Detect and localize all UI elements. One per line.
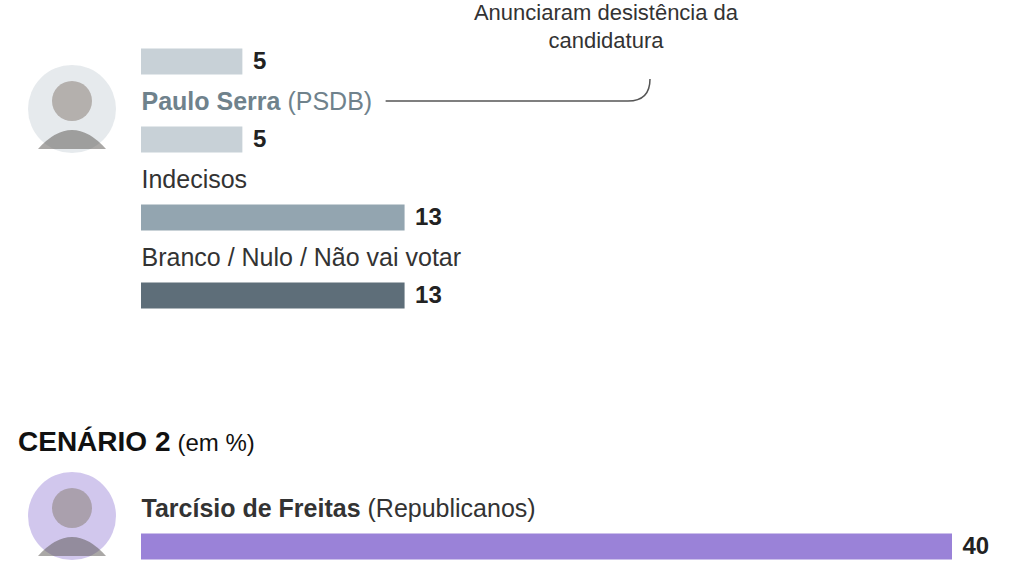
svg-text:(Republicanos): (Republicanos) [368,494,536,522]
html-text:CENÁRIO 2 (em %): CENÁRIO 2 (em %) [18,426,255,457]
svg-text:Branco / Nulo / Não vai votar: Branco / Nulo / Não vai votar [142,243,462,271]
svg-text:40: 40 [963,532,990,559]
svg-text:Tarcísio de Freitas: Tarcísio de Freitas [142,494,361,522]
svg-text:13: 13 [415,203,442,230]
svg-text:5: 5 [253,47,266,74]
svg-text:5: 5 [253,125,266,152]
svg-text:Anunciaram desistência dacandi: Anunciaram desistência dacandidatura [474,0,739,53]
svg-text:13: 13 [415,281,442,308]
svg-text:Paulo Serra: Paulo Serra [142,87,282,115]
svg-text:(PSDB): (PSDB) [287,87,372,115]
svg-text:Indecisos: Indecisos [142,165,248,193]
